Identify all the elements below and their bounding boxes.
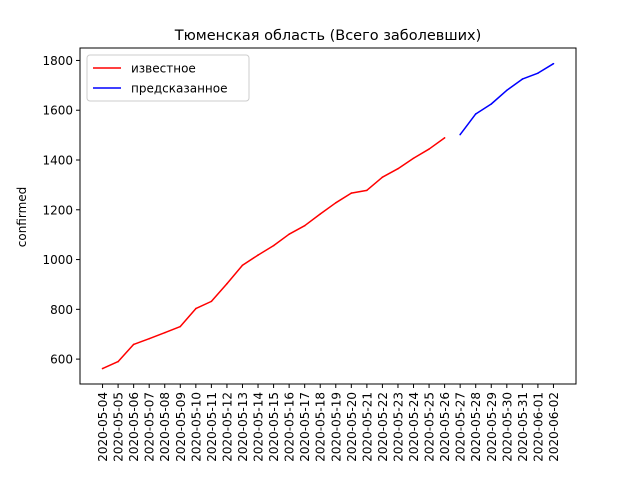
x-tick-label: 2020-05-25 — [423, 392, 437, 462]
y-tick-label: 1600 — [42, 104, 73, 118]
data-point — [319, 213, 322, 215]
data-point — [474, 113, 477, 115]
x-tick-label: 2020-05-19 — [329, 392, 343, 462]
x-tick-label: 2020-05-22 — [376, 392, 390, 462]
data-point — [117, 360, 119, 363]
data-point — [195, 307, 197, 310]
x-tick-label: 2020-05-31 — [516, 392, 530, 462]
x-tick-label: 2020-05-08 — [158, 392, 172, 462]
x-tick-label: 2020-05-10 — [189, 392, 203, 462]
data-point — [428, 148, 430, 150]
data-point — [350, 192, 353, 194]
legend: известное предсказанное — [86, 54, 250, 102]
data-point — [459, 133, 461, 136]
y-tick-label: 1000 — [42, 253, 73, 267]
x-tick-label: 2020-05-24 — [407, 392, 421, 462]
legend-label: предсказанное — [131, 82, 228, 96]
x-tick-label: 2020-05-05 — [112, 392, 126, 462]
x-tick-label: 2020-05-17 — [298, 392, 312, 462]
x-tick-label: 2020-05-28 — [469, 392, 483, 462]
data-point — [381, 176, 384, 178]
x-tick-label: 2020-05-04 — [96, 392, 110, 462]
x-tick-label: 2020-05-14 — [252, 392, 266, 462]
data-point — [506, 89, 508, 92]
data-point — [272, 244, 275, 247]
x-tick-label: 2020-05-23 — [391, 392, 405, 462]
plot-frame — [79, 47, 577, 385]
y-tick-label: 1800 — [42, 54, 73, 68]
data-point — [366, 189, 368, 192]
x-tick-label: 2020-05-15 — [267, 392, 281, 462]
x-tick-label: 2020-05-29 — [485, 392, 499, 462]
data-point — [257, 254, 259, 256]
x-tick-label: 2020-05-26 — [438, 392, 452, 462]
y-tick-label: 600 — [50, 353, 73, 367]
data-point — [412, 157, 415, 160]
y-tick-label: 1200 — [42, 203, 73, 217]
data-point — [334, 202, 337, 204]
data-point — [552, 62, 555, 65]
data-point — [521, 78, 524, 80]
x-tick-label: 2020-06-01 — [531, 392, 545, 462]
x-tick-label: 2020-05-20 — [345, 392, 359, 462]
x-tick-label: 2020-05-07 — [143, 392, 157, 462]
x-tick-label: 2020-05-13 — [236, 392, 250, 462]
y-tick-label: 800 — [50, 303, 73, 317]
chart-title: Тюменская область (Всего заболевших) — [174, 28, 482, 44]
data-point — [241, 264, 244, 267]
data-point — [179, 325, 182, 328]
y-tick-label: 1400 — [42, 154, 73, 168]
data-point — [490, 103, 493, 105]
data-point — [537, 72, 539, 74]
data-point — [397, 167, 399, 170]
x-tick-label: 2020-05-16 — [283, 392, 297, 462]
y-axis-label: confirmed — [15, 187, 29, 248]
data-point — [288, 233, 290, 235]
x-tick-label: 2020-06-02 — [547, 392, 561, 462]
x-tick-label: 2020-05-30 — [500, 392, 514, 462]
x-tick-label: 2020-05-21 — [360, 392, 374, 462]
data-point — [132, 343, 135, 346]
x-tick-label: 2020-05-12 — [220, 392, 234, 462]
data-point — [443, 137, 446, 139]
x-tick-label: 2020-05-11 — [205, 392, 219, 462]
x-tick-label: 2020-05-06 — [127, 392, 141, 462]
data-point — [226, 282, 228, 285]
data-point — [163, 331, 166, 334]
data-point — [148, 337, 150, 340]
data-point — [101, 367, 104, 370]
x-tick-label: 2020-05-27 — [454, 392, 468, 462]
legend-label: известное — [131, 62, 196, 76]
data-point — [210, 300, 213, 303]
data-point — [303, 224, 306, 227]
x-tick-label: 2020-05-09 — [174, 392, 188, 462]
legend-box — [86, 54, 250, 102]
x-tick-label: 2020-05-18 — [314, 392, 328, 462]
